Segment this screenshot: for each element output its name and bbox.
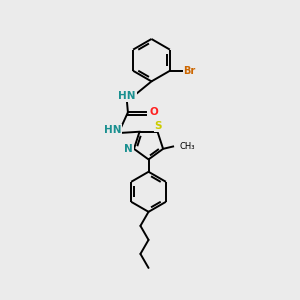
Text: HN: HN xyxy=(103,125,121,135)
Text: CH₃: CH₃ xyxy=(180,142,195,151)
Text: Br: Br xyxy=(183,66,196,76)
Text: N: N xyxy=(124,144,133,154)
Text: HN: HN xyxy=(118,91,136,101)
Text: S: S xyxy=(154,122,162,131)
Text: O: O xyxy=(149,107,158,117)
